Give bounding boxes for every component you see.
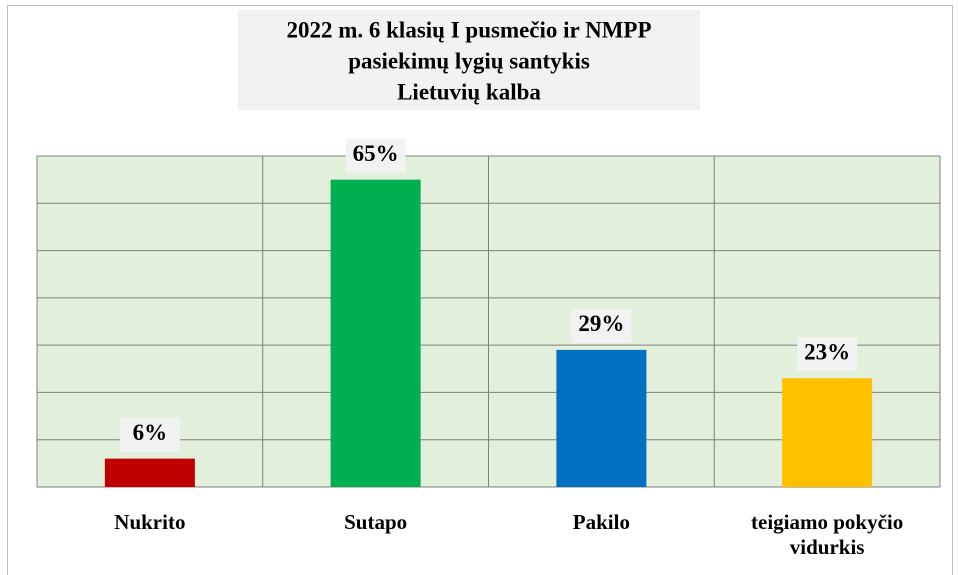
chart-title: pasiekimų lygių santykis — [348, 48, 590, 73]
bar — [782, 378, 873, 487]
bar — [556, 349, 647, 487]
x-tick-label: teigiamo pokyčio vidurkis — [751, 510, 904, 559]
chart-border — [7, 5, 953, 575]
value-label: 23% — [804, 340, 850, 365]
chart-title: Lietuvių kalba — [397, 79, 541, 104]
chart-title: 2022 m. 6 klasių I pusmečio ir NMPP — [286, 17, 651, 42]
value-label-box — [571, 308, 632, 343]
title-box — [238, 10, 700, 110]
value-label: 65% — [353, 141, 399, 166]
bar — [104, 458, 195, 487]
value-label: 29% — [578, 311, 624, 336]
bar — [330, 179, 421, 487]
x-tick-label: Nukrito — [114, 510, 186, 534]
x-tick-label: Sutapo — [344, 510, 408, 534]
value-label-box — [797, 337, 858, 372]
value-label: 6% — [133, 420, 168, 445]
value-label-box — [119, 417, 180, 452]
x-tick-label: Pakilo — [572, 510, 630, 534]
value-label-box — [345, 138, 406, 173]
